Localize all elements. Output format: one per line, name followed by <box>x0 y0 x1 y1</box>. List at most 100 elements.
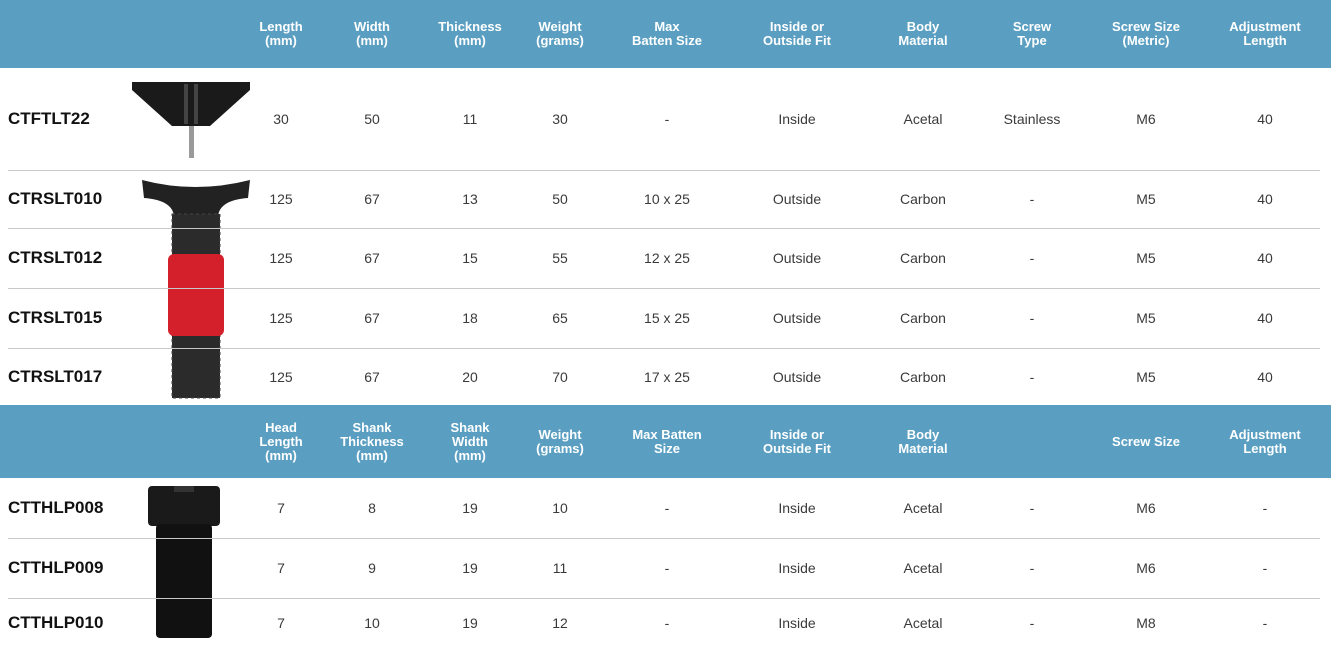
cell-value: 30 <box>500 111 620 127</box>
cell-value: Inside <box>737 560 857 576</box>
cell-value: Carbon <box>863 369 983 385</box>
cell-value: Inside <box>737 111 857 127</box>
cell-value: 55 <box>500 250 620 266</box>
cell-value: - <box>972 310 1092 326</box>
header-line: Type <box>967 34 1097 48</box>
product-code: CTTHLP009 <box>8 558 103 578</box>
product-code: CTFTLT22 <box>8 109 90 129</box>
cell-value: 12 <box>500 615 620 631</box>
cell-value: - <box>972 369 1092 385</box>
cell-value: Acetal <box>863 560 983 576</box>
header-line: Outside Fit <box>732 442 862 456</box>
product-code: CTTHLP010 <box>8 613 103 633</box>
header-line: Length <box>1200 442 1330 456</box>
cell-value: Inside <box>737 500 857 516</box>
row-separator <box>8 538 1320 539</box>
cell-value: M5 <box>1086 310 1206 326</box>
row-separator <box>8 170 1320 171</box>
cell-value: 12 x 25 <box>607 250 727 266</box>
cell-value: Outside <box>737 369 857 385</box>
product-code: CTRSLT015 <box>8 308 102 328</box>
header-line: Material <box>858 442 988 456</box>
product-code: CTTHLP008 <box>8 498 103 518</box>
product-code: CTRSLT017 <box>8 367 102 387</box>
column-header: Screw Size(Metric) <box>1081 20 1211 48</box>
header-line: Inside or <box>732 20 862 34</box>
cell-value: - <box>607 560 727 576</box>
cell-value: M5 <box>1086 191 1206 207</box>
cell-value: 40 <box>1205 191 1325 207</box>
header-line: Max <box>602 20 732 34</box>
cell-value: Inside <box>737 615 857 631</box>
header-line: Batten Size <box>602 34 732 48</box>
cell-value: Acetal <box>863 500 983 516</box>
cell-value: - <box>972 500 1092 516</box>
column-header: Screw Size <box>1081 435 1211 449</box>
cell-value: M5 <box>1086 369 1206 385</box>
cell-value: - <box>1205 500 1325 516</box>
cell-value: - <box>972 615 1092 631</box>
cell-value: 11 <box>500 560 620 576</box>
cell-value: - <box>1205 615 1325 631</box>
cell-value: M5 <box>1086 250 1206 266</box>
cell-value: 10 x 25 <box>607 191 727 207</box>
cell-value: 17 x 25 <box>607 369 727 385</box>
row-separator <box>8 348 1320 349</box>
header-line: Inside or <box>732 428 862 442</box>
cell-value: Outside <box>737 250 857 266</box>
spec-table: Length(mm)Width(mm)Thickness(mm)Weight(g… <box>0 0 1331 648</box>
cell-value: - <box>607 111 727 127</box>
header-line: Screw Size <box>1081 435 1211 449</box>
product-code: CTRSLT012 <box>8 248 102 268</box>
row-separator <box>8 598 1320 599</box>
cell-value: 10 <box>500 500 620 516</box>
header-line: Length <box>1200 34 1330 48</box>
cell-value: M8 <box>1086 615 1206 631</box>
product-image <box>146 484 222 640</box>
header-line: Adjustment <box>1200 428 1330 442</box>
cell-value: 40 <box>1205 250 1325 266</box>
header-line: Adjustment <box>1200 20 1330 34</box>
cell-value: M6 <box>1086 560 1206 576</box>
product-code: CTRSLT010 <box>8 189 102 209</box>
cell-value: 65 <box>500 310 620 326</box>
cell-value: Carbon <box>863 310 983 326</box>
cell-value: Carbon <box>863 250 983 266</box>
cell-value: - <box>607 500 727 516</box>
cell-value: 40 <box>1205 310 1325 326</box>
cell-value: - <box>1205 560 1325 576</box>
column-header: ScrewType <box>967 20 1097 48</box>
cell-value: - <box>972 560 1092 576</box>
cell-value: 70 <box>500 369 620 385</box>
cell-value: M6 <box>1086 500 1206 516</box>
row-separator <box>8 288 1320 289</box>
header-line: Screw <box>967 20 1097 34</box>
cell-value: Stainless <box>972 111 1092 127</box>
cell-value: 50 <box>500 191 620 207</box>
cell-value: - <box>972 250 1092 266</box>
header-line: Body <box>858 428 988 442</box>
header-line: Outside Fit <box>732 34 862 48</box>
cell-value: Acetal <box>863 615 983 631</box>
cell-value: Outside <box>737 310 857 326</box>
cell-value: - <box>607 615 727 631</box>
cell-value: 40 <box>1205 369 1325 385</box>
cell-value: 40 <box>1205 111 1325 127</box>
cell-value: M6 <box>1086 111 1206 127</box>
row-separator <box>8 228 1320 229</box>
header-line: (Metric) <box>1081 34 1211 48</box>
header-line: Screw Size <box>1081 20 1211 34</box>
cell-value: Acetal <box>863 111 983 127</box>
cell-value: Carbon <box>863 191 983 207</box>
header-line: Size <box>602 442 732 456</box>
column-header: Inside orOutside Fit <box>732 20 862 48</box>
cell-value: Outside <box>737 191 857 207</box>
cell-value: - <box>972 191 1092 207</box>
cell-value: 15 x 25 <box>607 310 727 326</box>
